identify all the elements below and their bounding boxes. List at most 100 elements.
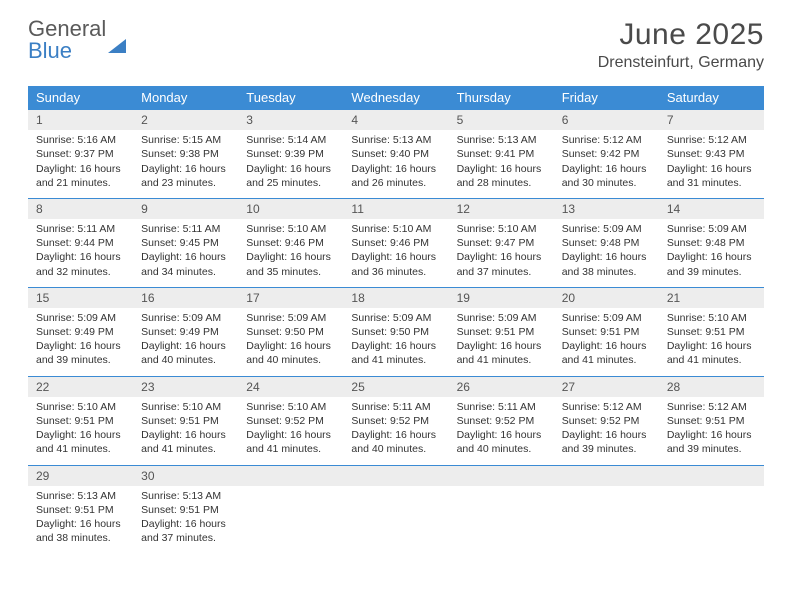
sunrise: Sunrise: 5:13 AM <box>351 133 440 147</box>
day-number: 26 <box>449 376 554 397</box>
daylight: Daylight: 16 hours and 41 minutes. <box>36 428 125 456</box>
day-cell: Sunrise: 5:15 AMSunset: 9:38 PMDaylight:… <box>133 130 238 198</box>
day-number: 14 <box>659 198 764 219</box>
sunset: Sunset: 9:45 PM <box>141 236 230 250</box>
sunrise: Sunrise: 5:10 AM <box>141 400 230 414</box>
daylight: Daylight: 16 hours and 28 minutes. <box>457 162 546 190</box>
sunrise: Sunrise: 5:12 AM <box>562 400 651 414</box>
sunrise: Sunrise: 5:14 AM <box>246 133 335 147</box>
sunset: Sunset: 9:37 PM <box>36 147 125 161</box>
sunset: Sunset: 9:51 PM <box>141 414 230 428</box>
day-number: 4 <box>343 110 448 131</box>
daylight: Daylight: 16 hours and 40 minutes. <box>351 428 440 456</box>
empty-daynum <box>238 465 343 486</box>
sunset: Sunset: 9:49 PM <box>141 325 230 339</box>
sunset: Sunset: 9:46 PM <box>246 236 335 250</box>
day-number: 19 <box>449 287 554 308</box>
day-cell: Sunrise: 5:10 AMSunset: 9:51 PMDaylight:… <box>659 308 764 376</box>
sunset: Sunset: 9:51 PM <box>141 503 230 517</box>
daylight: Daylight: 16 hours and 38 minutes. <box>562 250 651 278</box>
day-number: 18 <box>343 287 448 308</box>
sunset: Sunset: 9:52 PM <box>351 414 440 428</box>
location: Drensteinfurt, Germany <box>598 54 764 72</box>
day-cell: Sunrise: 5:13 AMSunset: 9:40 PMDaylight:… <box>343 130 448 198</box>
day-number: 2 <box>133 110 238 131</box>
sunset: Sunset: 9:46 PM <box>351 236 440 250</box>
daylight: Daylight: 16 hours and 41 minutes. <box>141 428 230 456</box>
sunrise: Sunrise: 5:11 AM <box>36 222 125 236</box>
empty-daynum <box>659 465 764 486</box>
empty-daynum <box>343 465 448 486</box>
sunrise: Sunrise: 5:12 AM <box>562 133 651 147</box>
content-row: Sunrise: 5:13 AMSunset: 9:51 PMDaylight:… <box>28 486 764 554</box>
daylight: Daylight: 16 hours and 40 minutes. <box>457 428 546 456</box>
day-cell: Sunrise: 5:12 AMSunset: 9:52 PMDaylight:… <box>554 397 659 465</box>
day-number: 9 <box>133 198 238 219</box>
sunrise: Sunrise: 5:09 AM <box>562 222 651 236</box>
sunrise: Sunrise: 5:11 AM <box>141 222 230 236</box>
daynum-row: 2930 <box>28 465 764 486</box>
sunrise: Sunrise: 5:09 AM <box>457 311 546 325</box>
sunrise: Sunrise: 5:10 AM <box>667 311 756 325</box>
day-cell: Sunrise: 5:11 AMSunset: 9:52 PMDaylight:… <box>449 397 554 465</box>
day-number: 21 <box>659 287 764 308</box>
empty-cell <box>343 486 448 554</box>
sunrise: Sunrise: 5:09 AM <box>141 311 230 325</box>
sunset: Sunset: 9:51 PM <box>36 503 125 517</box>
day-number: 24 <box>238 376 343 397</box>
day-cell: Sunrise: 5:09 AMSunset: 9:49 PMDaylight:… <box>133 308 238 376</box>
sunrise: Sunrise: 5:12 AM <box>667 400 756 414</box>
daylight: Daylight: 16 hours and 39 minutes. <box>36 339 125 367</box>
sunset: Sunset: 9:51 PM <box>36 414 125 428</box>
empty-cell <box>659 486 764 554</box>
sunrise: Sunrise: 5:10 AM <box>246 400 335 414</box>
day-cell: Sunrise: 5:10 AMSunset: 9:47 PMDaylight:… <box>449 219 554 287</box>
day-cell: Sunrise: 5:11 AMSunset: 9:44 PMDaylight:… <box>28 219 133 287</box>
day-number: 16 <box>133 287 238 308</box>
sunset: Sunset: 9:52 PM <box>246 414 335 428</box>
daylight: Daylight: 16 hours and 41 minutes. <box>246 428 335 456</box>
daynum-row: 891011121314 <box>28 198 764 219</box>
sunset: Sunset: 9:41 PM <box>457 147 546 161</box>
day-cell: Sunrise: 5:12 AMSunset: 9:43 PMDaylight:… <box>659 130 764 198</box>
sunset: Sunset: 9:38 PM <box>141 147 230 161</box>
sunrise: Sunrise: 5:10 AM <box>351 222 440 236</box>
day-cell: Sunrise: 5:09 AMSunset: 9:48 PMDaylight:… <box>554 219 659 287</box>
sunrise: Sunrise: 5:10 AM <box>36 400 125 414</box>
day-number: 5 <box>449 110 554 131</box>
sunset: Sunset: 9:52 PM <box>562 414 651 428</box>
sunrise: Sunrise: 5:10 AM <box>457 222 546 236</box>
sunset: Sunset: 9:51 PM <box>457 325 546 339</box>
day-cell: Sunrise: 5:09 AMSunset: 9:51 PMDaylight:… <box>449 308 554 376</box>
col-thursday: Thursday <box>449 86 554 110</box>
day-number: 23 <box>133 376 238 397</box>
daylight: Daylight: 16 hours and 41 minutes. <box>351 339 440 367</box>
sunrise: Sunrise: 5:15 AM <box>141 133 230 147</box>
sunset: Sunset: 9:43 PM <box>667 147 756 161</box>
col-friday: Friday <box>554 86 659 110</box>
sunset: Sunset: 9:49 PM <box>36 325 125 339</box>
day-cell: Sunrise: 5:10 AMSunset: 9:46 PMDaylight:… <box>343 219 448 287</box>
day-cell: Sunrise: 5:10 AMSunset: 9:51 PMDaylight:… <box>28 397 133 465</box>
col-sunday: Sunday <box>28 86 133 110</box>
empty-cell <box>554 486 659 554</box>
day-cell: Sunrise: 5:09 AMSunset: 9:50 PMDaylight:… <box>238 308 343 376</box>
daylight: Daylight: 16 hours and 40 minutes. <box>141 339 230 367</box>
sunset: Sunset: 9:51 PM <box>667 325 756 339</box>
sunset: Sunset: 9:51 PM <box>562 325 651 339</box>
daylight: Daylight: 16 hours and 37 minutes. <box>457 250 546 278</box>
sunset: Sunset: 9:42 PM <box>562 147 651 161</box>
day-number: 11 <box>343 198 448 219</box>
col-monday: Monday <box>133 86 238 110</box>
col-tuesday: Tuesday <box>238 86 343 110</box>
daylight: Daylight: 16 hours and 41 minutes. <box>667 339 756 367</box>
daylight: Daylight: 16 hours and 39 minutes. <box>562 428 651 456</box>
day-number: 15 <box>28 287 133 308</box>
daynum-row: 22232425262728 <box>28 376 764 397</box>
sunrise: Sunrise: 5:12 AM <box>667 133 756 147</box>
sunset: Sunset: 9:48 PM <box>562 236 651 250</box>
daylight: Daylight: 16 hours and 25 minutes. <box>246 162 335 190</box>
day-cell: Sunrise: 5:09 AMSunset: 9:51 PMDaylight:… <box>554 308 659 376</box>
day-cell: Sunrise: 5:11 AMSunset: 9:45 PMDaylight:… <box>133 219 238 287</box>
sunset: Sunset: 9:50 PM <box>351 325 440 339</box>
